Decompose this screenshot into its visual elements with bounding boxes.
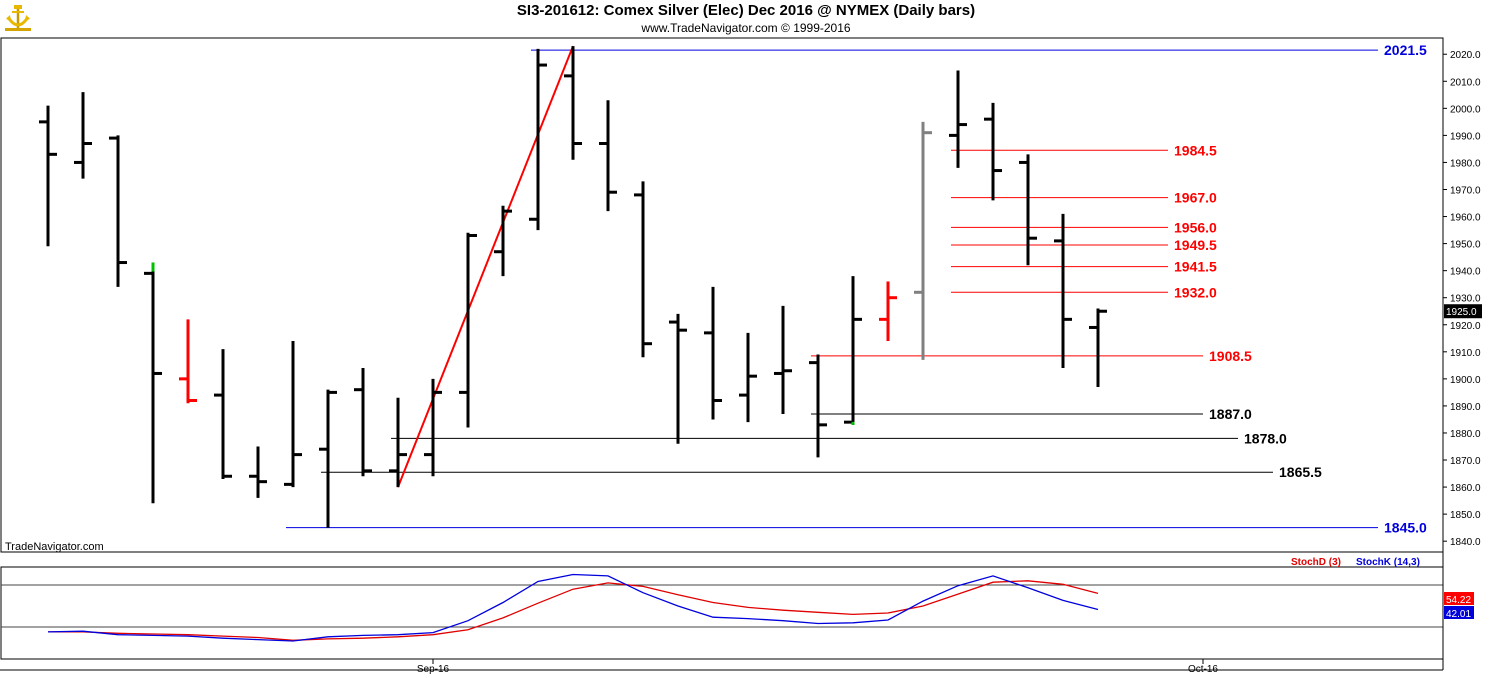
price-panel-frame xyxy=(0,37,1444,553)
price-level-label: 1949.5 xyxy=(1174,237,1217,253)
ohlc-bar xyxy=(319,389,337,528)
price-level-label: 1887.0 xyxy=(1209,406,1252,422)
ohlc-bar xyxy=(284,340,302,488)
y-axis-tick-label: 1900.0 xyxy=(1450,375,1481,386)
stoch-d-legend: StochD (3) xyxy=(1291,557,1341,568)
y-axis-tick-label: 1840.0 xyxy=(1450,537,1481,548)
price-level-label: 1845.0 xyxy=(1384,520,1427,536)
y-axis-tick-label: 1870.0 xyxy=(1450,456,1481,467)
ohlc-bar xyxy=(879,281,897,341)
price-level-label: 1984.5 xyxy=(1174,142,1217,158)
price-level-label: 1956.0 xyxy=(1174,219,1217,235)
last-price-box xyxy=(1444,304,1482,319)
price-level-label: 1878.0 xyxy=(1244,430,1287,446)
trade-navigator-logo-icon xyxy=(3,3,33,33)
ohlc-bar xyxy=(74,92,92,179)
ohlc-bar xyxy=(774,305,792,415)
last-price-label: 1925.0 xyxy=(1446,307,1477,318)
y-axis-tick-label: 1880.0 xyxy=(1450,429,1481,440)
y-axis-tick-label: 2020.0 xyxy=(1450,50,1481,61)
ohlc-bar xyxy=(1089,308,1107,387)
ohlc-bar xyxy=(844,276,862,425)
price-level-label: 1967.0 xyxy=(1174,190,1217,206)
stoch-k-legend: StochK (14,3) xyxy=(1356,557,1420,568)
ohlc-bar xyxy=(739,332,757,423)
stoch-k-line xyxy=(47,573,1099,642)
ohlc-bar xyxy=(984,102,1002,201)
price-level-label: 1908.5 xyxy=(1209,348,1252,364)
y-axis-tick-label: 1990.0 xyxy=(1450,131,1481,142)
watermark-text: TradeNavigator.com xyxy=(5,541,104,553)
ohlc-bar xyxy=(39,105,57,247)
y-axis-tick-label: 1950.0 xyxy=(1450,240,1481,251)
stoch-last-value-box xyxy=(1444,606,1474,619)
ohlc-bar xyxy=(459,232,477,428)
price-level-label: 2021.5 xyxy=(1384,42,1427,58)
ohlc-bar xyxy=(949,70,967,168)
y-axis-tick-label: 1920.0 xyxy=(1450,321,1481,332)
stochastic-panel-frame xyxy=(0,566,1444,660)
ohlc-bar xyxy=(214,349,232,479)
ohlc-bar xyxy=(704,286,722,420)
y-axis-tick-label: 1970.0 xyxy=(1450,185,1481,196)
ohlc-bar xyxy=(1019,154,1037,266)
trend-line xyxy=(397,45,574,488)
ohlc-bar xyxy=(564,46,582,160)
chart-title: SI3-201612: Comex Silver (Elec) Dec 2016… xyxy=(516,2,976,19)
ohlc-bar xyxy=(354,368,372,477)
y-axis-tick-label: 1850.0 xyxy=(1450,510,1481,521)
ohlc-bar xyxy=(669,313,687,444)
ohlc-bar xyxy=(179,319,197,404)
y-axis-tick-label: 1860.0 xyxy=(1450,483,1481,494)
ohlc-bar xyxy=(599,100,617,212)
ohlc-bar xyxy=(529,48,547,231)
ohlc-bar xyxy=(809,354,827,458)
y-axis-tick-label: 2000.0 xyxy=(1450,104,1481,115)
price-level-label: 1941.5 xyxy=(1174,259,1217,275)
ohlc-bar xyxy=(144,262,162,504)
x-axis-label: Oct-16 xyxy=(1188,664,1218,675)
x-axis-label: Sep-16 xyxy=(417,664,450,675)
ohlc-bar xyxy=(914,121,932,360)
y-axis-tick-label: 1930.0 xyxy=(1450,294,1481,305)
y-axis-tick-label: 1940.0 xyxy=(1450,267,1481,278)
ohlc-bar xyxy=(389,397,407,488)
y-axis-tick-label: 1910.0 xyxy=(1450,348,1481,359)
y-axis-tick-label: 1980.0 xyxy=(1450,158,1481,169)
price-level-label: 1865.5 xyxy=(1279,464,1322,480)
chart-subtitle: www.TradeNavigator.com © 1999-2016 xyxy=(641,21,851,35)
price-level-label: 1932.0 xyxy=(1174,284,1217,300)
ohlc-bar xyxy=(424,378,442,477)
ohlc-bar xyxy=(249,446,267,498)
stoch-last-value-label: 54.22 xyxy=(1446,595,1471,606)
ohlc-bar xyxy=(494,205,512,277)
y-axis-tick-label: 1960.0 xyxy=(1450,213,1481,224)
stoch-last-value-label: 42.01 xyxy=(1446,609,1471,620)
stoch-last-value-box xyxy=(1444,592,1474,605)
y-axis-tick-label: 1890.0 xyxy=(1450,402,1481,413)
ohlc-bar xyxy=(634,181,652,358)
y-axis-tick-label: 2010.0 xyxy=(1450,77,1481,88)
ohlc-bar xyxy=(1054,213,1072,369)
ohlc-bar xyxy=(109,135,127,287)
stoch-d-line xyxy=(48,580,1099,641)
